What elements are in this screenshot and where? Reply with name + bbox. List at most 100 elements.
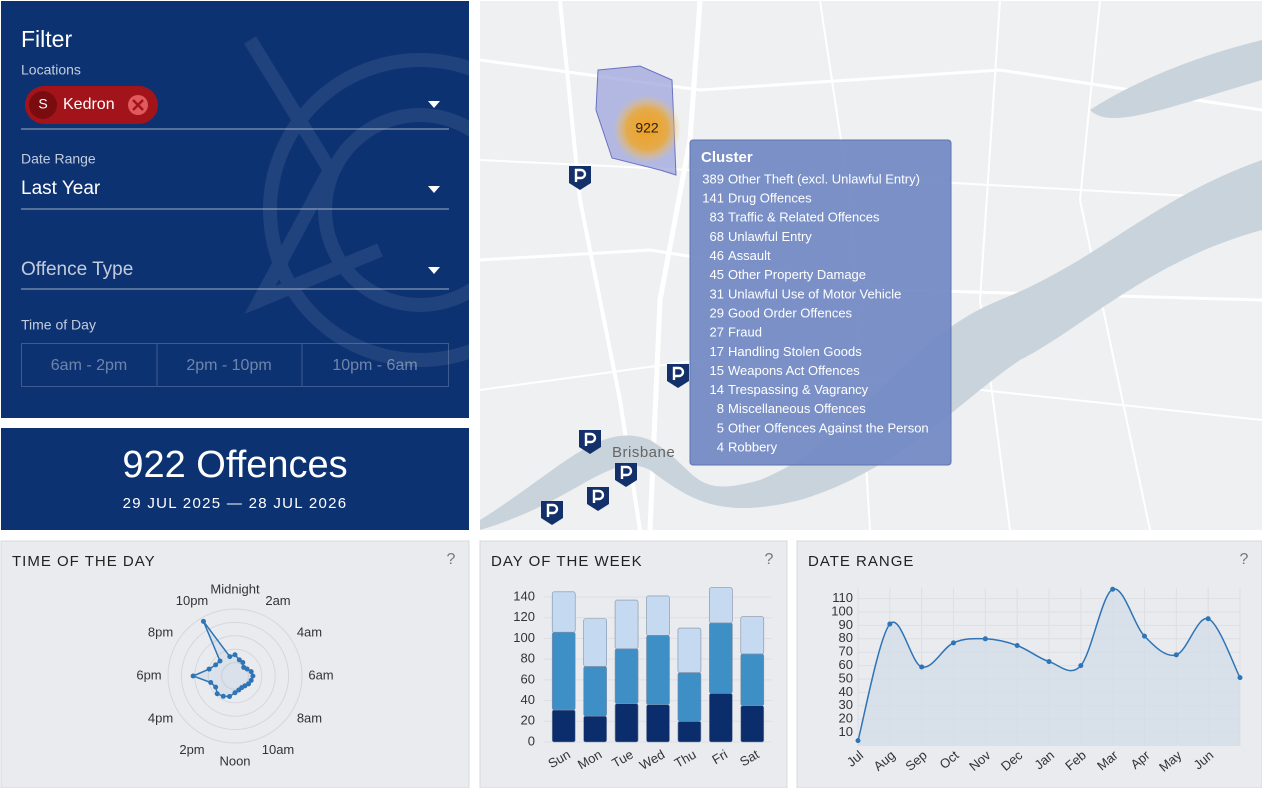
item-label: Drug Offences bbox=[728, 191, 812, 206]
radar-point bbox=[213, 662, 219, 668]
line-point bbox=[1205, 616, 1211, 622]
item-count: 17 bbox=[710, 344, 724, 359]
item-count: 15 bbox=[710, 363, 724, 378]
radar-point bbox=[206, 666, 212, 672]
chart-title: DAY OF THE WEEK bbox=[491, 553, 643, 570]
bar-segment bbox=[677, 720, 702, 743]
y-tick-label: 140 bbox=[513, 588, 535, 603]
tooltip-box bbox=[689, 139, 952, 466]
offence-type-field[interactable]: Offence Type bbox=[21, 259, 133, 280]
dropdown-arrow[interactable] bbox=[428, 186, 440, 193]
bar-segment bbox=[614, 648, 639, 704]
y-tick-label: 20 bbox=[839, 711, 853, 726]
radar-point bbox=[217, 658, 223, 664]
bar-segment bbox=[709, 587, 733, 624]
radar-point bbox=[227, 693, 233, 699]
item-count: 14 bbox=[710, 382, 724, 397]
y-tick-label: 40 bbox=[521, 692, 535, 707]
line-point bbox=[887, 621, 893, 627]
charts: TIME OF THE DAY ? Midnight 2am 4am 6am 8am 10am… bbox=[0, 540, 1262, 789]
radar-point bbox=[232, 652, 238, 658]
help-icon[interactable]: ? bbox=[447, 551, 456, 568]
y-tick-label: 70 bbox=[839, 644, 853, 659]
time-option[interactable]: 6am - 2pm bbox=[51, 357, 127, 374]
place-label: Brisbane bbox=[612, 444, 675, 461]
line-point bbox=[919, 664, 925, 670]
date-span: 29 JUL 2025 — 28 JUL 2026 bbox=[123, 495, 348, 512]
radar-point bbox=[213, 684, 219, 690]
y-tick-label: 90 bbox=[839, 617, 853, 632]
radar-point bbox=[248, 669, 254, 675]
bar-segment bbox=[677, 627, 702, 673]
help-icon[interactable]: ? bbox=[765, 551, 774, 568]
cluster-count[interactable]: 922 bbox=[635, 120, 659, 136]
bar-segment bbox=[709, 622, 733, 694]
emblem bbox=[244, 36, 577, 367]
bar-segment bbox=[614, 703, 639, 743]
radar-point bbox=[200, 618, 206, 624]
item-label: Traffic & Related Offences bbox=[728, 210, 880, 225]
item-label: Robbery bbox=[728, 440, 778, 455]
time-option[interactable]: 2pm - 10pm bbox=[186, 357, 271, 374]
item-label: Other Offences Against the Person bbox=[728, 420, 929, 435]
line-point bbox=[1078, 663, 1084, 669]
area bbox=[858, 588, 1240, 746]
y-tick-label: 30 bbox=[839, 697, 853, 712]
line-point bbox=[1142, 633, 1147, 639]
date-range-value[interactable]: Last Year bbox=[21, 178, 101, 199]
line-point bbox=[855, 738, 861, 744]
offence-total: 922 Offences bbox=[122, 444, 347, 486]
tooltip-title: Cluster bbox=[701, 149, 753, 166]
item-label: Trespassing & Vagrancy bbox=[728, 382, 869, 397]
item-label: Unlawful Entry bbox=[728, 229, 812, 244]
item-label: Other Property Damage bbox=[728, 267, 866, 282]
grid-ring bbox=[180, 621, 290, 731]
item-count: 45 bbox=[710, 267, 724, 282]
y-tick-label: 0 bbox=[528, 733, 535, 748]
dropdown-arrow[interactable] bbox=[428, 101, 440, 108]
chart-panel bbox=[0, 540, 470, 789]
time-option[interactable]: 10pm - 6am bbox=[332, 357, 417, 374]
bar-segment bbox=[551, 591, 576, 633]
item-count: 27 bbox=[710, 325, 724, 340]
line-point bbox=[1173, 652, 1179, 658]
radar-point bbox=[190, 673, 196, 679]
map[interactable]: 922 Brisbane Cluster 389 Other Theft (exc… bbox=[479, 0, 1262, 531]
item-label: Assault bbox=[728, 248, 771, 263]
radar-point bbox=[236, 657, 242, 663]
angle-label: 2am bbox=[265, 593, 290, 608]
parking-glyph bbox=[620, 465, 633, 479]
grid-ring bbox=[221, 662, 249, 690]
radar-point bbox=[232, 690, 238, 696]
angle-label: 4am bbox=[297, 624, 322, 639]
locations-label: Locations bbox=[21, 62, 81, 78]
help-icon[interactable]: ? bbox=[1240, 551, 1249, 568]
chip-remove[interactable] bbox=[128, 95, 148, 115]
line-point bbox=[951, 640, 956, 646]
item-label: Good Order Offences bbox=[728, 305, 853, 320]
angle-label: 4pm bbox=[148, 710, 173, 725]
y-tick-label: 50 bbox=[839, 670, 853, 685]
bar-segment bbox=[583, 618, 607, 667]
item-count: 141 bbox=[702, 191, 724, 206]
chart-title: DATE RANGE bbox=[808, 553, 914, 570]
angle-label: 10pm bbox=[176, 593, 209, 608]
bar-segment bbox=[740, 653, 765, 707]
parking-glyph bbox=[584, 432, 597, 446]
location-chip[interactable] bbox=[25, 86, 158, 124]
radar-point bbox=[240, 659, 246, 665]
radar-point bbox=[236, 687, 242, 693]
summary-panel: 922 Offences 29 JUL 2025 — 28 JUL 2026 bbox=[1, 428, 469, 530]
cluster-marker[interactable] bbox=[613, 95, 681, 163]
item-label: Miscellaneous Offences bbox=[728, 401, 866, 416]
parking-glyph bbox=[546, 503, 559, 517]
y-tick-label: 100 bbox=[513, 630, 535, 645]
item-label: Other Theft (excl. Unlawful Entry) bbox=[728, 171, 920, 186]
item-count: 29 bbox=[710, 305, 724, 320]
summary-background bbox=[1, 428, 469, 530]
radar-point bbox=[248, 677, 254, 683]
y-tick-label: 20 bbox=[521, 713, 535, 728]
bar-segment bbox=[677, 672, 702, 722]
dropdown-arrow[interactable] bbox=[428, 267, 440, 274]
chip-label: Kedron bbox=[63, 96, 115, 113]
